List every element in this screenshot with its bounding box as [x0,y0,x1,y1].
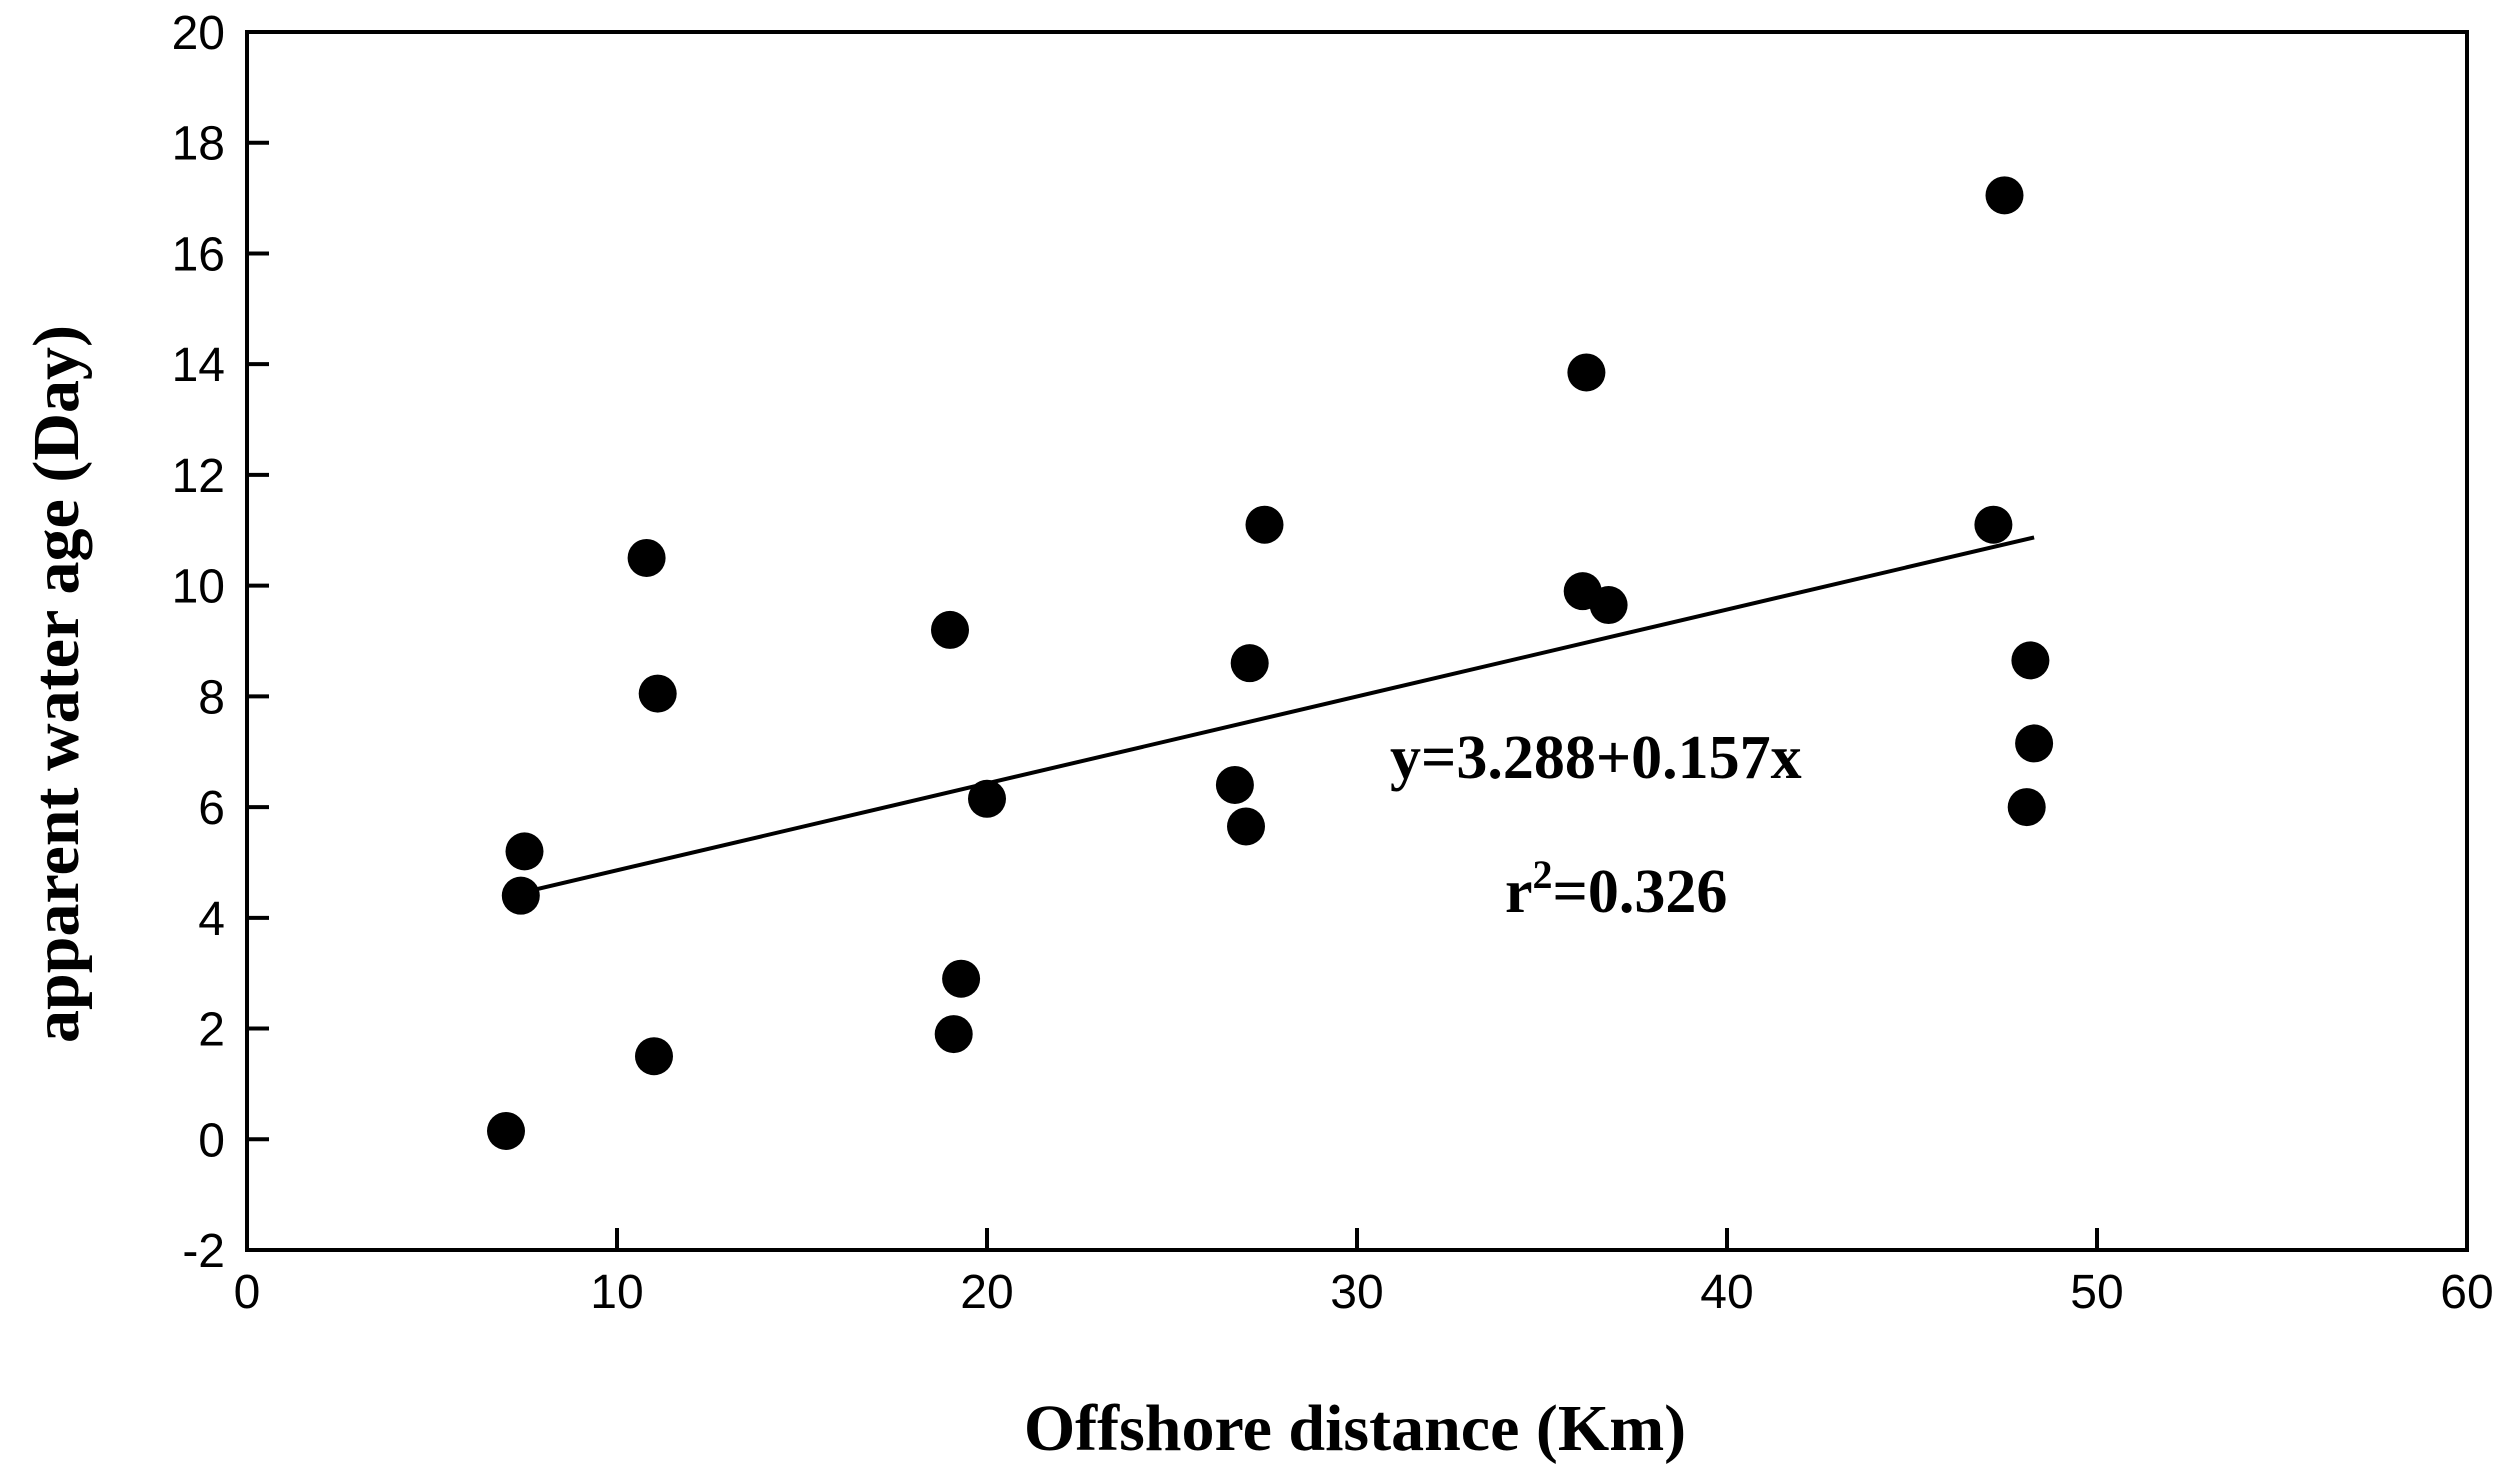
x-tick-label: 40 [1700,1266,1753,1319]
data-point [635,1037,673,1076]
y-tick-label: 6 [198,782,225,835]
x-tick-label: 60 [2440,1266,2493,1319]
data-point [638,674,677,713]
regression-equation: y=3.288+0.157x [1390,724,1802,792]
data-point [2011,641,2050,680]
data-point [1227,807,1265,846]
x-axis-title: Offshore distance (Km) [1024,1392,1686,1465]
data-point [1245,505,1284,544]
y-tick-label: 4 [198,893,225,946]
data-point [2015,724,2054,763]
data-point [627,538,666,577]
y-tick-label: 8 [198,671,225,724]
data-point [487,1111,525,1150]
y-tick-label: 12 [172,450,225,503]
data-point [942,959,981,998]
y-tick-label: 18 [172,118,225,171]
y-tick-label: -2 [182,1225,225,1278]
data-point [505,832,544,871]
y-axis-title: apparent water age (Day) [20,325,93,1043]
x-tick-label: 50 [2070,1266,2123,1319]
regression-line [524,535,2035,894]
y-tick-label: 20 [172,7,225,60]
y-tick-label: 14 [172,339,225,392]
r-squared-label: r2=0.326 [1505,852,1727,926]
x-tick-label: 10 [590,1266,643,1319]
x-tick-label: 20 [960,1266,1013,1319]
data-point [968,779,1006,818]
r-squared-superscript: 2 [1533,852,1553,897]
data-point [1974,505,2013,544]
data-point [1985,176,2024,215]
r-squared-prefix: r [1505,858,1533,926]
x-tick-label: 30 [1330,1266,1383,1319]
fit-line-group [524,535,2035,894]
data-point [934,1015,973,1054]
scatter-points [487,176,2054,1150]
data-point [931,610,969,649]
data-point [1589,586,1628,625]
plot-frame [245,30,2469,1252]
y-tick-label: 0 [198,1114,225,1167]
data-point [2007,788,2046,827]
data-point [1567,353,1606,392]
data-point [1215,765,1254,804]
data-point [501,876,540,915]
y-tick-label: 16 [172,228,225,281]
data-point [1230,644,1269,683]
y-tick-label: 2 [198,1004,225,1057]
x-tick-label: 0 [234,1266,261,1319]
y-tick-label: 10 [172,561,225,614]
r-squared-value: =0.326 [1553,858,1728,926]
